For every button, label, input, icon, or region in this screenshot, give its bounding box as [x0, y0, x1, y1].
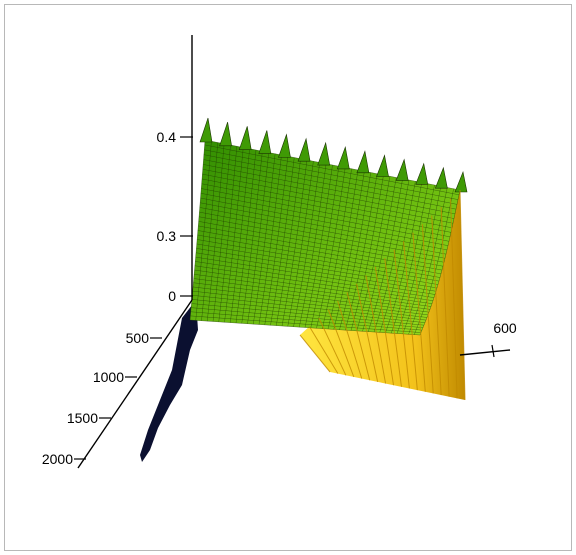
y-tick-label: 1500 — [67, 410, 98, 426]
mesh-line — [310, 166, 340, 328]
x-axis-line — [459, 349, 511, 356]
surface-fill — [190, 140, 460, 335]
mesh-line — [195, 252, 437, 292]
mesh-line — [368, 178, 403, 332]
mesh-line — [194, 269, 433, 304]
mesh-line — [373, 179, 410, 333]
ridge-spike — [199, 117, 213, 143]
mesh-line — [391, 183, 429, 334]
front-wall-stripes — [299, 189, 466, 401]
wall-stripe — [421, 224, 434, 394]
ridge-spike — [297, 137, 311, 162]
wall-stripe — [355, 283, 379, 382]
mesh-line — [192, 290, 428, 318]
y-tick-label: 500 — [126, 330, 150, 346]
ridge-spike — [415, 162, 429, 185]
wall-stripe — [318, 317, 347, 376]
ridge-spike — [258, 130, 272, 154]
x-tick-label: 600 — [493, 320, 517, 336]
mesh-line — [414, 188, 454, 335]
mesh-line — [327, 169, 359, 330]
mesh-line — [196, 243, 439, 285]
mesh-line — [189, 319, 421, 336]
mesh-line — [195, 261, 435, 298]
ridge-spike — [356, 150, 370, 174]
mesh-line — [196, 248, 438, 289]
mesh-line — [194, 265, 434, 301]
z-tick-label: 0 — [168, 288, 176, 304]
mesh-line — [316, 167, 346, 329]
surface-mesh — [189, 139, 461, 336]
wall-stripe — [440, 207, 450, 397]
ridge-spike — [395, 158, 409, 181]
mesh-line — [193, 282, 430, 313]
ridge-spike — [278, 133, 291, 158]
wall-stripe — [393, 249, 410, 389]
wall-stripe — [459, 189, 466, 401]
mesh-line — [194, 274, 432, 307]
z-tick-label: 0.3 — [157, 228, 177, 244]
wall-stripe — [327, 309, 355, 378]
mesh-line — [195, 256, 436, 295]
mesh-line — [197, 239, 440, 282]
wall-stripe — [412, 232, 426, 392]
y-tick-label: 1000 — [93, 369, 124, 385]
y-tick-label: 2000 — [42, 451, 73, 467]
mesh-line — [191, 303, 425, 326]
ridge-spike — [238, 126, 252, 150]
mesh-line — [350, 174, 384, 331]
x-tick-mark — [491, 344, 495, 358]
mesh-line — [402, 186, 442, 334]
wall-stripe — [384, 258, 402, 387]
wall-stripe — [337, 300, 363, 379]
wall-stripe — [431, 215, 442, 396]
ridge-spike — [317, 141, 331, 166]
mesh-line — [362, 177, 397, 332]
mesh-line — [339, 172, 371, 330]
wall-stripe — [374, 266, 395, 386]
mesh-line — [408, 187, 448, 335]
mesh-line — [197, 234, 441, 278]
ridge-spike — [376, 154, 389, 177]
wall-stripe — [308, 326, 339, 374]
mesh-line — [192, 295, 427, 321]
wall-stripe — [450, 198, 458, 399]
mesh-line — [333, 171, 365, 330]
wall-stripe — [403, 241, 418, 391]
ridge-spike — [336, 145, 350, 170]
mesh-line — [419, 189, 461, 336]
mesh-line — [322, 168, 352, 329]
mesh-line — [190, 315, 422, 333]
ridge-spike — [434, 166, 448, 189]
z-tick-label: 0.4 — [157, 129, 177, 145]
mesh-line — [379, 181, 416, 333]
ridge-spike — [219, 122, 232, 147]
ridge-spike — [454, 170, 468, 193]
mesh-line — [345, 173, 378, 331]
mesh-line — [192, 286, 429, 316]
surface-base-shadow — [140, 300, 198, 462]
mesh-line — [191, 299, 426, 323]
surface-back-ridge — [199, 117, 468, 193]
wall-stripe — [365, 275, 387, 384]
y-axis-line — [77, 299, 193, 469]
wall-stripe — [346, 292, 371, 381]
mesh-line — [190, 311, 423, 331]
wall-stripe — [299, 334, 331, 373]
